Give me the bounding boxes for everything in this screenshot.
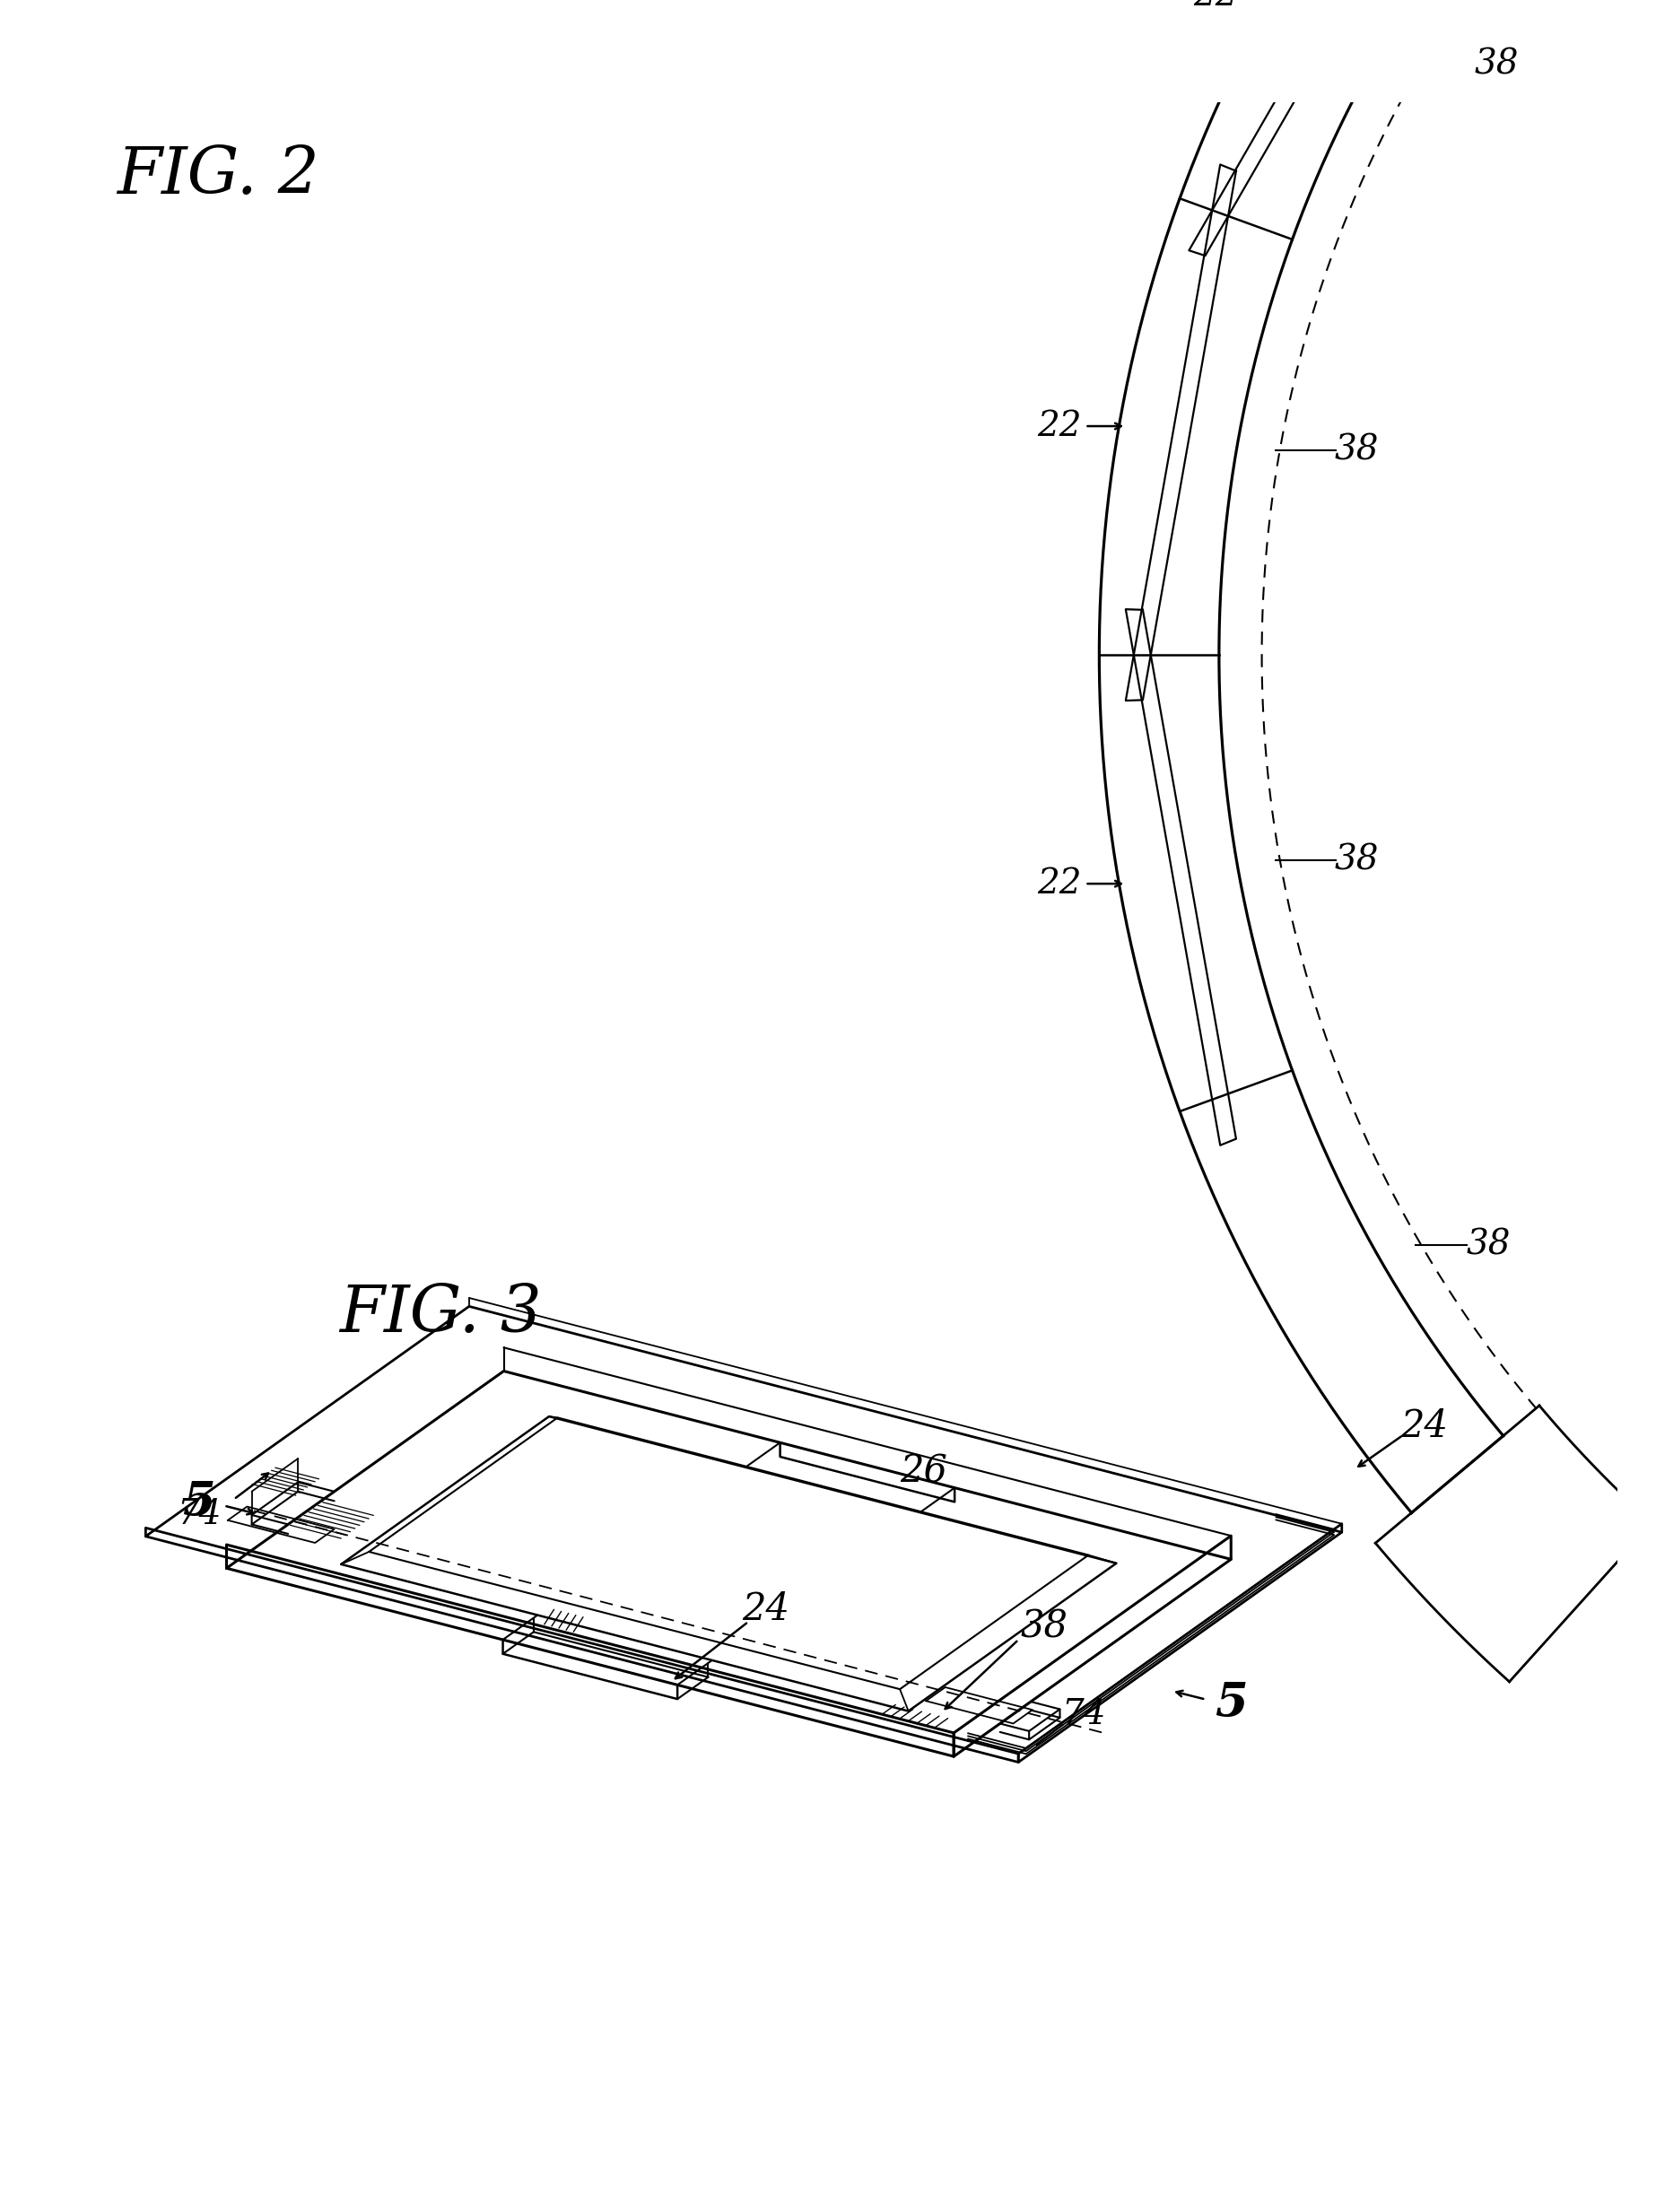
Text: 38: 38 bbox=[1466, 1228, 1510, 1261]
Text: 22: 22 bbox=[1037, 409, 1081, 442]
Text: 38: 38 bbox=[1475, 49, 1519, 82]
Text: 5: 5 bbox=[182, 1480, 215, 1524]
Text: 5: 5 bbox=[1216, 1679, 1249, 1725]
Text: 24: 24 bbox=[742, 1590, 790, 1628]
Text: FIG. 2: FIG. 2 bbox=[116, 144, 320, 208]
Text: 74: 74 bbox=[1061, 1699, 1106, 1732]
Text: 22: 22 bbox=[1037, 867, 1081, 900]
Text: 38: 38 bbox=[1335, 434, 1379, 467]
Text: 26: 26 bbox=[899, 1453, 947, 1491]
Text: 38: 38 bbox=[1335, 843, 1379, 876]
Text: 74: 74 bbox=[177, 1498, 222, 1531]
Text: FIG. 3: FIG. 3 bbox=[339, 1283, 542, 1345]
Text: 24: 24 bbox=[1401, 1407, 1449, 1444]
Text: 22: 22 bbox=[1194, 0, 1239, 13]
Text: 38: 38 bbox=[1020, 1608, 1068, 1646]
